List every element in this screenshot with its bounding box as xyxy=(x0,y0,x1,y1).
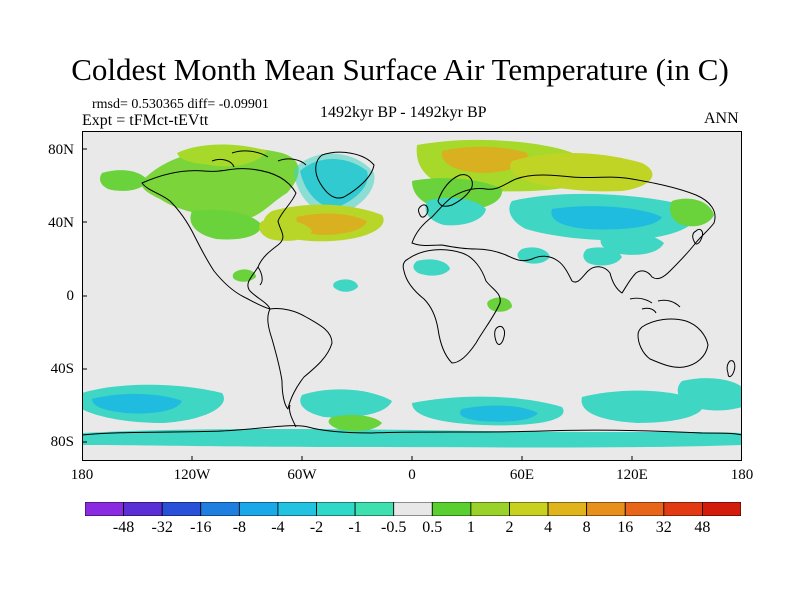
colorbar-label-1: -32 xyxy=(151,519,173,536)
colorbar-swatch-10 xyxy=(470,502,510,516)
lon-label-60w: 60W xyxy=(287,467,317,483)
colorbar-label-2: -16 xyxy=(190,519,212,536)
field-atlantic-patch xyxy=(333,279,358,292)
season-label: ANN xyxy=(704,110,739,127)
colorbar-label-12: 8 xyxy=(582,519,591,536)
field-siberia-warm xyxy=(510,152,653,192)
field-north-atlantic-orange xyxy=(296,213,367,235)
lat-label-80n: 80N xyxy=(48,142,74,158)
lon-label-0: 0 xyxy=(408,467,416,483)
field-india-cool xyxy=(583,247,622,266)
colorbar-swatch-7 xyxy=(354,502,395,516)
coast-madagascar xyxy=(494,326,505,345)
lon-label-180w: 180 xyxy=(70,467,94,483)
colorbar-label-4: -4 xyxy=(271,519,285,536)
colorbar-swatch-8 xyxy=(393,502,433,516)
colorbar-label-7: -0.5 xyxy=(381,519,407,536)
colorbar xyxy=(85,502,741,516)
lon-label-120w: 120W xyxy=(173,467,211,483)
colorbar-swatch-3 xyxy=(200,502,240,516)
field-us-green xyxy=(190,209,262,240)
coastlines xyxy=(82,150,742,436)
field-north-pacific-green xyxy=(100,170,148,191)
colorbar-swatch-15 xyxy=(663,502,703,516)
coast-antarctica xyxy=(82,425,742,436)
colorbar-label-13: 16 xyxy=(617,519,634,536)
colorbar-label-6: -1 xyxy=(348,519,362,536)
coast-japan xyxy=(692,228,703,245)
colorbar-label-9: 1 xyxy=(466,519,475,536)
colorbar-swatch-1 xyxy=(123,502,163,516)
field-tibet-cool xyxy=(600,232,664,255)
anomaly-fields xyxy=(82,139,742,448)
coast-scandinavia xyxy=(437,174,473,207)
colorbar-swatch-6 xyxy=(316,502,356,516)
coast-greenland xyxy=(315,151,375,199)
experiment-label: Expt = tFMct-tEVtt xyxy=(82,112,209,129)
field-south-australia-cool xyxy=(581,390,704,423)
field-arabia-cool xyxy=(517,247,550,264)
coast-florida xyxy=(257,266,263,286)
colorbar-swatch-11 xyxy=(509,502,549,516)
colorbar-label-10: 2 xyxy=(505,519,514,536)
lon-label-180e: 180 xyxy=(730,467,754,483)
field-east-asia-green xyxy=(670,198,714,227)
field-sahara-cool xyxy=(413,259,450,276)
colorbar-swatch-9 xyxy=(431,502,472,516)
field-asia-cool-strong xyxy=(551,206,662,230)
lat-label-40n: 40N xyxy=(48,215,74,231)
lon-label-60e: 60E xyxy=(509,467,535,483)
coast-new-zealand xyxy=(726,360,736,378)
coast-antarctic-peninsula xyxy=(289,404,297,428)
colorbar-swatch-4 xyxy=(238,502,279,516)
coast-australia xyxy=(637,318,709,368)
colorbar-swatch-13 xyxy=(586,502,626,516)
period-label: 1492kyr BP - 1492kyr BP xyxy=(320,104,487,121)
map-title: Coldest Month Mean Surface Air Temperatu… xyxy=(71,52,729,87)
colorbar-label-14: 32 xyxy=(655,519,672,536)
map-ticks xyxy=(82,148,633,461)
colorbar-swatch-14 xyxy=(624,502,665,516)
field-canada-warm xyxy=(141,147,299,220)
field-south-atlantic-cool xyxy=(300,389,392,418)
coast-eurasia xyxy=(411,174,716,294)
field-south-indian-strong xyxy=(460,405,538,422)
field-far-south-pacific-cool xyxy=(677,378,742,411)
colorbar-label-15: 48 xyxy=(694,519,711,536)
field-canada-north xyxy=(177,144,267,167)
coast-british-isles xyxy=(418,204,429,218)
field-south-pacific-strong xyxy=(92,393,182,414)
colorbar-label-11: 4 xyxy=(544,519,553,536)
field-antarctic-green xyxy=(328,415,382,431)
lat-label-0: 0 xyxy=(66,288,75,304)
field-scandinavia-orange xyxy=(441,146,528,173)
field-us-warm xyxy=(259,219,312,241)
colorbar-label-3: -8 xyxy=(232,519,247,536)
coast-africa xyxy=(402,249,501,364)
stats-text: rmsd= 0.530365 diff= -0.09901 xyxy=(92,97,269,112)
lat-label-80s: 80S xyxy=(50,434,74,450)
colorbar-swatch-12 xyxy=(547,502,588,516)
temperature-anomaly-map xyxy=(82,131,742,461)
colorbar-swatch-2 xyxy=(161,502,202,516)
field-antarctic-coast-cool xyxy=(82,429,742,448)
coast-north-america xyxy=(141,168,297,310)
colorbar-label-5: -2 xyxy=(309,519,324,536)
colorbar-swatch-0 xyxy=(85,502,124,516)
coast-south-america xyxy=(267,308,333,410)
lon-label-120e: 120E xyxy=(616,467,648,483)
field-greenland-edge xyxy=(294,153,375,217)
colorbar-label-0: -48 xyxy=(112,519,135,536)
lat-label-40s: 40S xyxy=(50,361,74,377)
colorbar-swatch-5 xyxy=(277,502,317,516)
coast-indonesia xyxy=(629,297,681,314)
colorbar-swatch-16 xyxy=(702,502,741,516)
colorbar-label-8: 0.5 xyxy=(422,519,443,536)
coast-arctic-islands xyxy=(211,150,307,168)
